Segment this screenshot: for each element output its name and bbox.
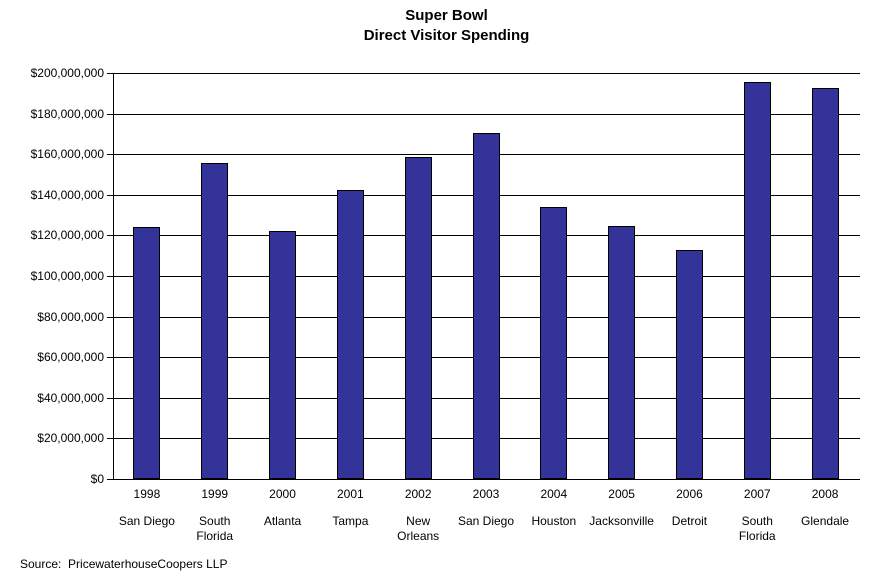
bar-1999 [201, 163, 229, 479]
y-axis-tick [107, 154, 113, 156]
x-axis-city-label-line: San Diego [118, 514, 175, 528]
y-axis-label: $20,000,000 [37, 431, 104, 446]
bar-2007 [743, 82, 771, 479]
x-axis-city-label: Atlanta [238, 514, 328, 529]
y-axis-tick [107, 357, 113, 359]
bar-2001 [336, 189, 364, 479]
y-axis-tick [107, 194, 113, 196]
x-axis-year-label: 2005 [608, 487, 635, 501]
x-axis-year-label: 2002 [404, 487, 432, 501]
y-axis-label: $0 [90, 472, 104, 486]
bar-2000 [269, 231, 297, 479]
x-axis-year-label: 1999 [201, 487, 229, 501]
x-axis-city-label-line: Tampa [332, 514, 369, 528]
x-axis-city-label: New Orleans [373, 514, 463, 544]
x-axis-city-label-line: Jacksonville [589, 514, 654, 528]
x-axis-city-label-line: South [741, 514, 773, 528]
x-axis-city-label-line: Houston [531, 514, 577, 528]
x-axis-city-label: Glendale [780, 514, 870, 529]
bar-2006 [675, 249, 703, 479]
x-axis-year-label: 2006 [676, 487, 703, 501]
x-axis-city-label: Jacksonville [577, 514, 667, 529]
x-axis-year-label: 2001 [337, 487, 364, 501]
y-axis-label: $60,000,000 [37, 350, 104, 365]
x-axis-city-label: San Diego [441, 514, 531, 529]
x-axis-city-label-line: Florida [196, 529, 234, 543]
y-axis-tick [107, 438, 113, 440]
y-axis-line [113, 73, 114, 480]
bar-2008 [811, 88, 839, 479]
x-axis-city-label: Tampa [305, 514, 395, 529]
source-note: Source: PricewaterhouseCoopers LLP [20, 557, 228, 571]
x-axis-city-label: San Diego [102, 514, 192, 529]
y-axis-tick [107, 397, 113, 399]
bar-2002 [404, 157, 432, 479]
x-axis-city-label-line: New [406, 514, 431, 528]
x-axis-city-label-line: Atlanta [263, 514, 302, 528]
x-axis-city-label-line: Florida [738, 529, 776, 543]
x-axis-city-label-line: Glendale [801, 514, 850, 528]
x-axis-year-label: 1998 [133, 487, 161, 501]
x-axis-line [113, 479, 860, 480]
x-axis-city-label-line: San Diego [457, 514, 515, 528]
y-axis-tick [107, 479, 113, 480]
y-axis-tick [107, 276, 113, 277]
y-axis-label: $120,000,000 [30, 228, 104, 243]
chart-title-line1: Super Bowl [405, 7, 488, 24]
bar-2005 [608, 226, 636, 479]
y-axis-label: $40,000,000 [37, 390, 104, 405]
y-axis-label: $160,000,000 [30, 147, 104, 162]
y-axis-label: $200,000,000 [30, 66, 104, 80]
x-axis-year-label: 2004 [540, 487, 568, 501]
chart-title-line2: Direct Visitor Spending [363, 27, 530, 44]
y-axis-tick [107, 235, 113, 237]
x-axis-year-label: 2000 [269, 487, 296, 501]
x-axis-city-label-line: Detroit [671, 514, 708, 528]
x-axis-year-label: 2003 [472, 487, 500, 501]
y-axis-tick [107, 113, 113, 115]
y-axis-label: $80,000,000 [37, 309, 104, 324]
bar-2004 [540, 206, 568, 479]
y-axis-label: $180,000,000 [30, 106, 104, 121]
y-axis-tick [107, 316, 113, 318]
bar-1998 [133, 227, 161, 479]
y-axis-label: $100,000,000 [30, 269, 104, 283]
x-axis-city-label: Detroit [644, 514, 734, 529]
x-axis-city-label: Houston [509, 514, 599, 529]
chart-title: Super Bowl Direct Visitor Spending [0, 6, 893, 46]
y-gridline [114, 73, 860, 74]
x-axis-year-label: 2008 [811, 487, 839, 501]
bar-2003 [472, 132, 500, 479]
x-axis-city-label: South Florida [170, 514, 260, 544]
y-gridline [114, 113, 860, 115]
y-axis-tick [107, 73, 113, 74]
x-axis-city-label-line: South [199, 514, 231, 528]
x-axis-city-label-line: Orleans [397, 529, 440, 543]
x-axis-city-label: South Florida [712, 514, 802, 544]
y-axis-label: $140,000,000 [30, 187, 104, 202]
x-axis-year-label: 2007 [743, 487, 771, 501]
